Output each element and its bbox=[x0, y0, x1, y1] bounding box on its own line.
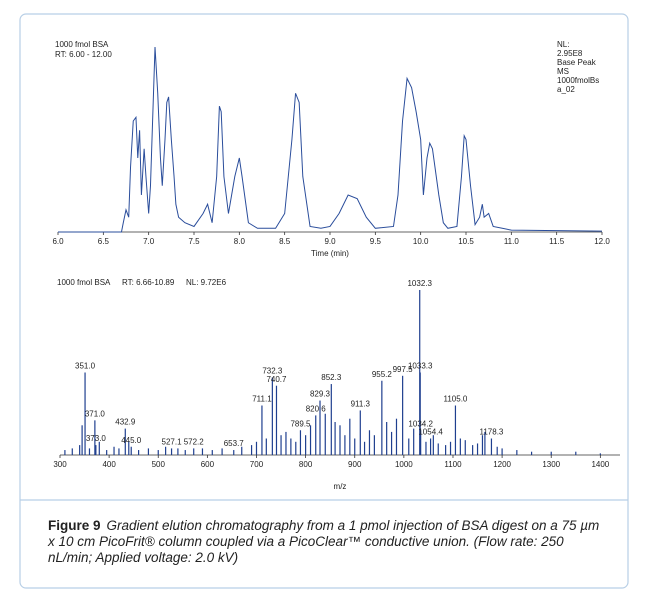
x-tick-label: 9.5 bbox=[370, 237, 382, 246]
peak-label: 829.3 bbox=[310, 390, 331, 399]
peak-label: 911.3 bbox=[351, 400, 371, 409]
x-tick-label: 700 bbox=[250, 460, 264, 469]
peak-label: 997.5 bbox=[393, 365, 414, 374]
chart-header: RT: 6.66-10.89 bbox=[122, 278, 175, 287]
caption-label: Figure 9 bbox=[48, 518, 101, 533]
side-note: MS bbox=[557, 67, 569, 76]
x-tick-label: 1100 bbox=[444, 460, 462, 469]
peak-label: 1178.3 bbox=[480, 428, 504, 437]
caption: Figure 9 Gradient elution chromatography … bbox=[48, 518, 608, 566]
side-note: NL: bbox=[557, 40, 569, 49]
x-tick-label: 8.0 bbox=[234, 237, 246, 246]
x-tick-label: 1300 bbox=[542, 460, 560, 469]
peak-label: 527.1 bbox=[162, 438, 183, 447]
x-tick-label: 7.5 bbox=[188, 237, 200, 246]
peak-label: 711.1 bbox=[252, 395, 272, 404]
peak-label: 653.7 bbox=[224, 439, 245, 448]
x-tick-label: 300 bbox=[53, 460, 67, 469]
side-note: a_02 bbox=[557, 85, 575, 94]
x-tick-label: 1400 bbox=[591, 460, 609, 469]
peak-label: 1032.3 bbox=[407, 279, 432, 288]
x-tick-label: 6.0 bbox=[52, 237, 64, 246]
x-axis-label: m/z bbox=[334, 482, 347, 491]
x-tick-label: 10.5 bbox=[458, 237, 474, 246]
peak-label: 432.9 bbox=[115, 418, 136, 427]
side-note: 1000fmolBs bbox=[557, 76, 599, 85]
peak-label: 740.7 bbox=[266, 375, 287, 384]
caption-text: Gradient elution chromatography from a 1… bbox=[48, 518, 600, 565]
peak-label: 955.2 bbox=[372, 370, 393, 379]
chart-header: RT: 6.00 - 12.00 bbox=[55, 50, 112, 59]
side-note: 2.95E8 bbox=[557, 49, 583, 58]
peak-label: 1034.2 bbox=[408, 419, 433, 428]
x-tick-label: 600 bbox=[201, 460, 215, 469]
chromatogram-line bbox=[58, 46, 603, 233]
peak-label: 351.0 bbox=[75, 362, 96, 371]
side-note: Base Peak bbox=[557, 58, 597, 67]
peak-label: 732.3 bbox=[262, 367, 283, 376]
frame bbox=[19, 13, 629, 589]
peak-label: 1054.4 bbox=[418, 428, 443, 437]
x-tick-label: 1000 bbox=[395, 460, 413, 469]
x-tick-label: 7.0 bbox=[143, 237, 155, 246]
peak-label: 1033.3 bbox=[408, 362, 433, 371]
x-tick-label: 9.0 bbox=[324, 237, 336, 246]
x-tick-label: 11.0 bbox=[504, 237, 520, 246]
chart-header: NL: 9.72E6 bbox=[186, 278, 227, 287]
peak-label: 1105.0 bbox=[444, 395, 468, 404]
peak-label: 371.0 bbox=[85, 409, 106, 418]
peak-label: 572.2 bbox=[184, 438, 205, 447]
x-tick-label: 800 bbox=[299, 460, 313, 469]
x-tick-label: 10.0 bbox=[413, 237, 429, 246]
peak-label: 373.0 bbox=[86, 434, 107, 443]
x-tick-label: 400 bbox=[102, 460, 116, 469]
peak-label: 445.0 bbox=[121, 436, 142, 445]
x-tick-label: 8.5 bbox=[279, 237, 291, 246]
peak-label: 789.5 bbox=[290, 419, 311, 428]
x-tick-label: 1200 bbox=[493, 460, 511, 469]
x-tick-label: 900 bbox=[348, 460, 362, 469]
chart-header: 1000 fmol BSA bbox=[55, 40, 109, 49]
x-tick-label: 12.0 bbox=[594, 237, 610, 246]
chart-header: 1000 fmol BSA bbox=[57, 278, 111, 287]
peak-label: 852.3 bbox=[321, 373, 342, 382]
x-tick-label: 11.5 bbox=[549, 237, 565, 246]
x-axis-label: Time (min) bbox=[311, 249, 349, 258]
x-tick-label: 500 bbox=[152, 460, 166, 469]
peak-label: 820.6 bbox=[306, 405, 327, 414]
x-tick-label: 6.5 bbox=[98, 237, 110, 246]
